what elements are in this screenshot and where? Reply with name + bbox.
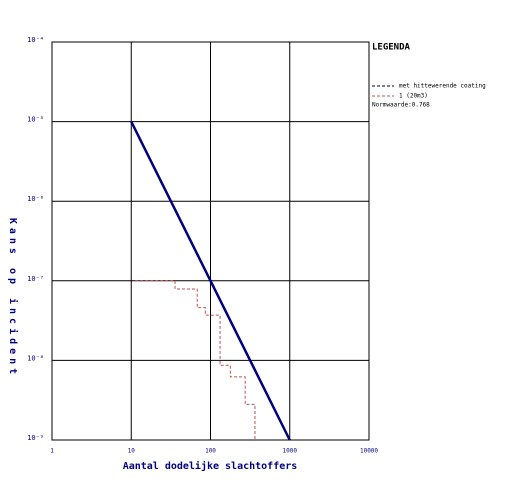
y-tick-label: 10⁻⁵ [27, 116, 44, 124]
legend-label: met hittewerende coating [399, 83, 486, 90]
x-axis-title: Aantal dodelijke slachtoffers [123, 460, 298, 472]
x-tick-label: 1 [50, 448, 54, 455]
data-line [135, 280, 256, 440]
y-tick-label: 10⁻⁸ [27, 354, 44, 362]
y-tick-label: 10⁻⁷ [27, 275, 44, 283]
data-line [130, 121, 291, 441]
x-tick-label: 100 [205, 448, 216, 455]
y-tick-label: 10⁻⁹ [27, 434, 44, 442]
y-axis-title: Kans op incident [7, 218, 19, 378]
x-tick-label: 10 [128, 448, 136, 455]
y-tick-label: 10⁻⁶ [27, 195, 44, 203]
legend-note: Normwaarde:0.768 [372, 102, 430, 109]
legend-title: LEGENDA [372, 43, 411, 53]
y-tick-label: 10⁻⁴ [27, 36, 44, 44]
x-tick-label: 10000 [360, 448, 378, 455]
x-tick-label: 1000 [283, 448, 298, 455]
legend-label: 1 (20m3) [399, 93, 428, 100]
